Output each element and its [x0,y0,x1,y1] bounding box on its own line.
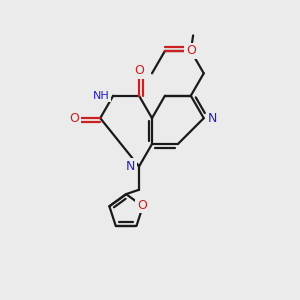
Text: N: N [126,160,135,173]
Text: O: O [186,44,196,57]
Text: O: O [69,112,79,124]
Text: O: O [137,199,147,212]
Text: N: N [208,112,217,124]
Text: O: O [134,64,144,77]
Text: NH: NH [92,91,109,101]
